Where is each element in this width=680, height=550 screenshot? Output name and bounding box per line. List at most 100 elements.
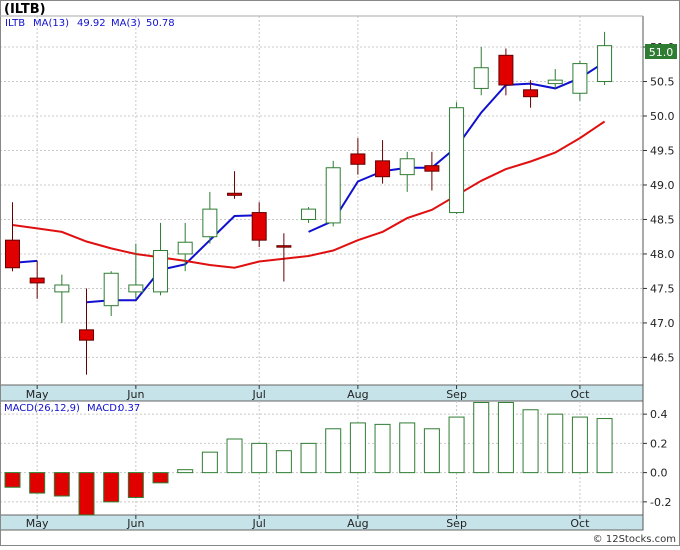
- macd-xtick-label: Jul: [252, 517, 266, 530]
- candle: [276, 233, 292, 282]
- candle-body: [572, 63, 588, 94]
- candle: [424, 151, 440, 191]
- price-xtick-label: Aug: [347, 388, 368, 401]
- candle-body: [498, 54, 514, 86]
- candle: [325, 160, 341, 227]
- macd-bar: [127, 472, 144, 498]
- legend-ticker: ILTB: [5, 18, 25, 29]
- candle: [202, 191, 218, 244]
- price-badge: 51.0: [645, 44, 677, 59]
- candle: [79, 288, 95, 375]
- price-xtick-label: May: [26, 388, 49, 401]
- candle-body: [79, 329, 95, 341]
- price-ytick-label: 50.5: [650, 76, 675, 89]
- macd-xtick-label: Aug: [347, 517, 368, 530]
- candle-body: [153, 250, 169, 293]
- price-ytick-label: 49.5: [650, 144, 675, 157]
- candle: [301, 207, 317, 223]
- macd-bar: [522, 409, 539, 474]
- candle: [523, 80, 539, 108]
- candle: [103, 271, 119, 317]
- candle-body: [399, 158, 415, 176]
- candle-body: [424, 165, 440, 172]
- price-xtick-label: Jun: [126, 388, 144, 401]
- candle: [227, 171, 243, 199]
- candle: [572, 60, 588, 101]
- macd-params: MACD(26,12,9): [4, 403, 80, 414]
- price-ytick-label: 49.0: [650, 179, 675, 192]
- ma3-line: [12, 120, 606, 269]
- macd-bar: [473, 401, 490, 474]
- candle: [597, 31, 613, 85]
- macd-bar: [547, 413, 564, 474]
- candle-body: [177, 241, 193, 255]
- macd-bar: [300, 442, 317, 474]
- macd-bar: [201, 451, 218, 474]
- ticker-title: (ILTB): [4, 2, 46, 17]
- candle: [153, 222, 169, 296]
- price-ytick-label: 48.5: [650, 213, 675, 226]
- price-xtick-label: Jul: [252, 388, 266, 401]
- macd-bar: [275, 450, 292, 474]
- price-badge-text: 51.0: [649, 46, 674, 59]
- macd-bar: [571, 416, 588, 474]
- macd-bar: [497, 401, 514, 474]
- candle: [177, 222, 193, 272]
- candle-body: [597, 45, 613, 83]
- candle: [251, 202, 267, 248]
- macd-bar: [177, 469, 194, 474]
- macd-bar: [325, 428, 342, 474]
- macd-xtick-label: Oct: [570, 517, 590, 530]
- candle-body: [523, 89, 539, 98]
- macd-xaxis-band: [0, 514, 644, 531]
- macd-value: 0.37: [118, 403, 140, 414]
- price-ytick-label: 47.0: [650, 317, 675, 330]
- candle-body: [128, 284, 144, 293]
- candle: [449, 102, 465, 214]
- macd-bar: [29, 472, 46, 494]
- macd-bar: [78, 472, 95, 516]
- legend-ma13-label: MA(13): [33, 18, 69, 29]
- candle-body: [227, 192, 243, 196]
- moving-average-layer: [12, 61, 606, 304]
- macd-legend: MACD(26,12,9) MACD: 0.37: [4, 403, 140, 414]
- legend-ma3-label: MA(3): [111, 18, 141, 29]
- candle: [128, 243, 144, 299]
- macd-bar: [448, 416, 465, 474]
- candle-body: [54, 284, 70, 293]
- grid-layer: [0, 16, 644, 531]
- candle: [5, 202, 20, 272]
- macd-bar: [251, 442, 268, 474]
- candle: [547, 69, 563, 89]
- candle: [498, 48, 514, 96]
- candle-body: [301, 208, 317, 220]
- candlestick-layer: [5, 31, 613, 375]
- candle: [399, 151, 415, 192]
- candle: [29, 260, 45, 299]
- macd-xtick-label: May: [26, 517, 49, 530]
- macd-bar: [53, 472, 70, 497]
- legend-ma13-value: 49.92: [77, 18, 106, 29]
- candle-body: [547, 79, 563, 85]
- macd-xtick-label: Jun: [126, 517, 144, 530]
- candle-body: [251, 212, 267, 241]
- macd-bar: [103, 472, 120, 503]
- macd-bar: [596, 418, 613, 474]
- macd-ytick-label: 0.0: [650, 467, 668, 480]
- candle: [54, 274, 70, 323]
- legend-ma3-value: 50.78: [146, 18, 175, 29]
- price-ytick-label: 50.0: [650, 110, 675, 123]
- price-ytick-label: 46.5: [650, 351, 675, 364]
- candle-body: [103, 272, 119, 307]
- candle-body: [449, 107, 465, 214]
- candle-body: [276, 245, 292, 248]
- top-legend: ILTB MA(13) 49.92 MA(3) 50.78: [5, 18, 175, 29]
- macd-bar: [399, 422, 416, 474]
- candle-body: [473, 67, 489, 89]
- watermark: © 12Stocks.com: [593, 534, 676, 545]
- macd-ytick-label: -0.2: [650, 496, 671, 509]
- macd-bar: [4, 472, 21, 488]
- candle: [473, 47, 489, 96]
